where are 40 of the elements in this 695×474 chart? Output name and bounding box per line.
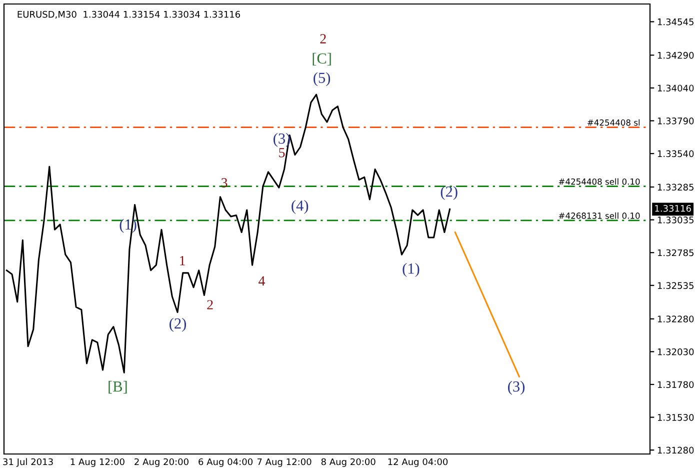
annotation: 3 (221, 178, 228, 188)
annotation: (5) (314, 72, 330, 86)
x-tick-label: 7 Aug 12:00 (257, 458, 312, 467)
y-tick-label: 1.31780 (658, 381, 694, 388)
y-tick-label: 1.31530 (658, 414, 694, 421)
y-tick-label: 1.34040 (658, 84, 694, 92)
text: 1.33116 (655, 204, 691, 212)
annotation: 4 (258, 276, 266, 286)
y-tick-label: 1.33285 (658, 184, 694, 191)
y-tick-label: 1.33035 (658, 216, 694, 224)
x-tick-label: 31 Jul 2013 (3, 458, 53, 467)
y-tick-label: 1.33790 (658, 117, 694, 124)
y-tick-label: 1.33540 (658, 150, 694, 158)
annotation: 1 (180, 256, 185, 266)
x-tick-label: 12 Aug 04:00 (388, 458, 448, 467)
x-tick-label: 1 Aug 12:00 (70, 458, 124, 467)
annotation: [C] (312, 52, 331, 66)
text: EURUSD,M30 1.33044 1.33154 1.33034 1.33116 (18, 10, 240, 19)
y-tick-label: 1.31280 (658, 446, 694, 454)
x-tick-label: 2 Aug 20:00 (134, 458, 188, 467)
y-tick-label: 1.32280 (658, 316, 694, 322)
y-tick-label: 1.32785 (658, 249, 694, 256)
annotation: [B] (108, 380, 127, 394)
annotation: (2) (170, 318, 186, 332)
y-tick-label: 1.32030 (658, 348, 694, 356)
annotation: 5 (279, 148, 285, 158)
ref-line-label: #4254408 sl (588, 119, 640, 126)
annotation: (3) (508, 380, 525, 395)
ref-line-label: #4254408 sell 0.10 (558, 178, 640, 185)
annotation: 2 (320, 34, 326, 44)
annotation: (1) (402, 263, 420, 277)
x-tick-label: 6 Aug 04:00 (198, 458, 253, 467)
annotation: (4) (292, 200, 308, 214)
ref-line-label: #4268131 sell 0.10 (558, 212, 640, 219)
y-tick-label: 1.34545 (658, 18, 694, 26)
annotation: (2) (440, 186, 458, 200)
x-tick-label: 8 Aug 20:00 (321, 458, 376, 467)
y-tick-label: 1.34290 (658, 52, 694, 59)
y-tick-label: 1.32535 (658, 282, 694, 289)
annotation: 2 (207, 300, 213, 310)
